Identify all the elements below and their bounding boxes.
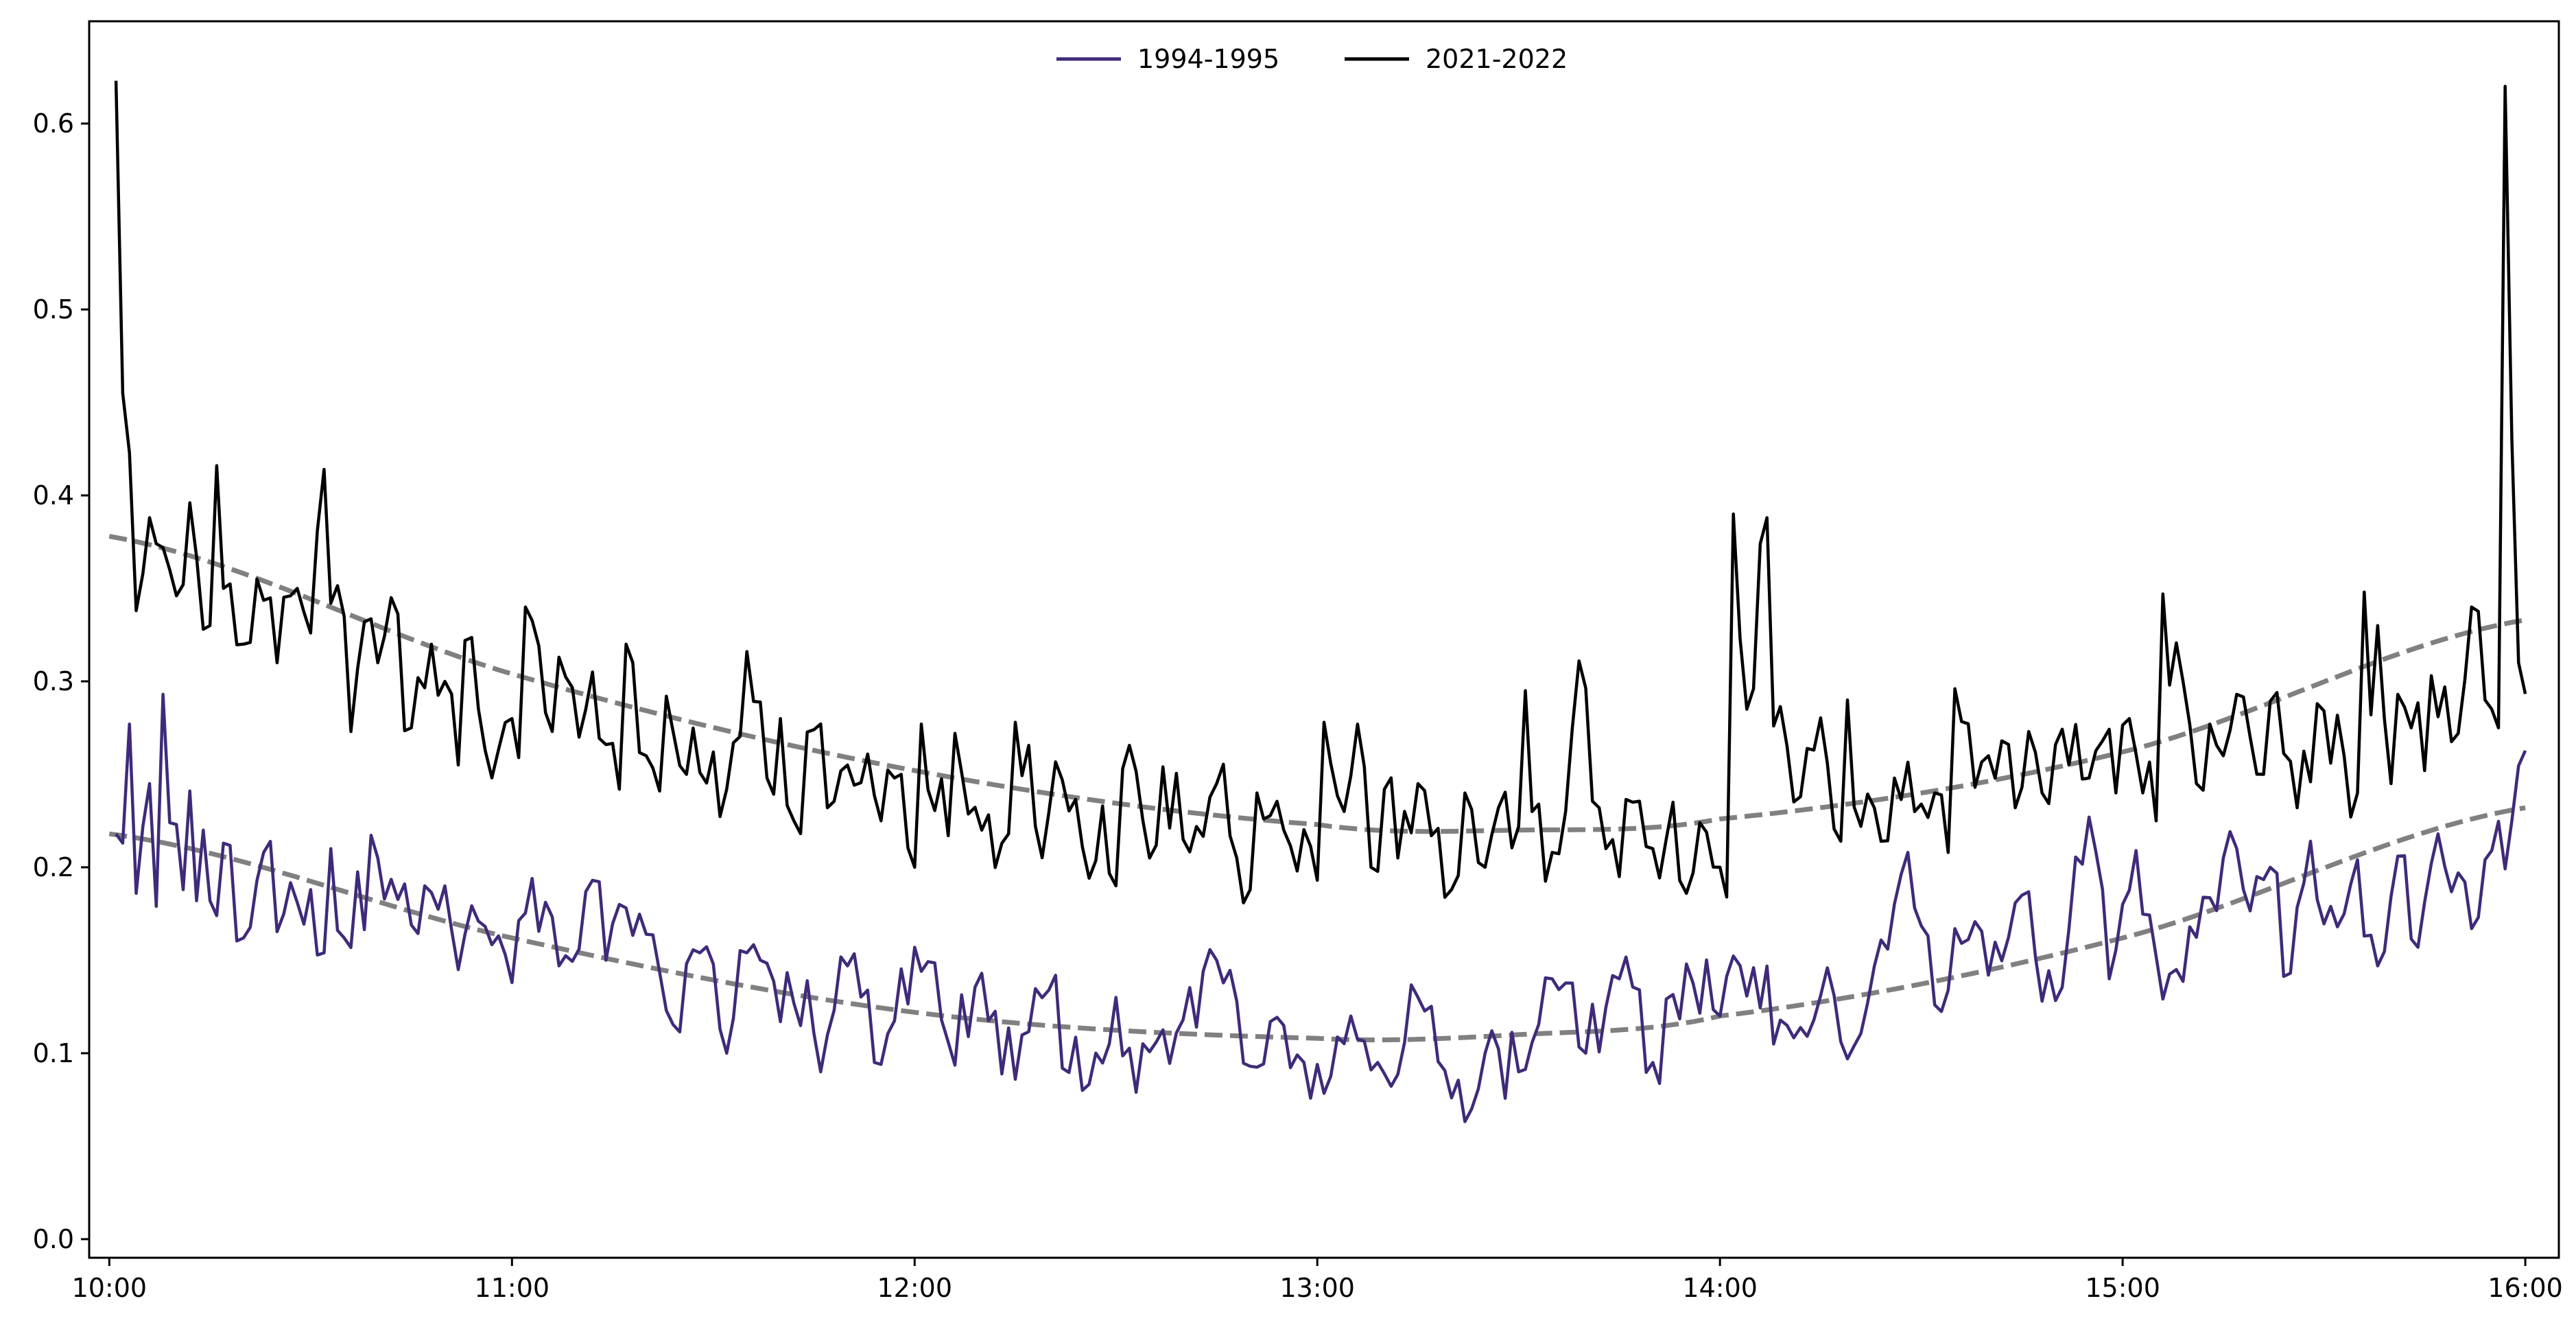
legend: 1994-1995 2021-2022: [1056, 44, 1568, 74]
data-series: [114, 80, 2527, 1123]
y-tick-label: 0.4: [33, 480, 74, 511]
trend-lines: [108, 534, 2526, 1042]
legend-label: 2021-2022: [1426, 44, 1568, 74]
y-axis: 0.0 0.1 0.2 0.3 0.4 0.5 0.6: [33, 108, 89, 1254]
y-tick-label: 0.2: [33, 852, 74, 882]
x-tick-label: 15:00: [2085, 1273, 2160, 1303]
x-tick-label: 13:00: [1279, 1273, 1355, 1303]
plot-frame: [88, 20, 2560, 1259]
y-tick-label: 0.3: [33, 666, 74, 696]
x-tick-label: 16:00: [2488, 1273, 2563, 1303]
y-tick-label: 0.1: [33, 1038, 74, 1068]
legend-label: 1994-1995: [1137, 44, 1279, 74]
trend-line-1: [108, 805, 2526, 1042]
x-tick-label: 12:00: [877, 1273, 953, 1303]
y-tick-label: 0.0: [33, 1224, 74, 1254]
y-tick-label: 0.6: [33, 108, 74, 139]
series-line-1994-1995: [115, 692, 2527, 1123]
x-tick-label: 14:00: [1682, 1273, 1758, 1303]
series-line-2021-2022: [114, 80, 2527, 905]
x-tick-label: 11:00: [475, 1273, 550, 1303]
y-tick-label: 0.5: [33, 294, 74, 325]
x-tick-label: 10:00: [72, 1273, 147, 1303]
trend-line-2: [108, 534, 2526, 834]
x-axis: 10:00 11:00 12:00 13:00 14:00 15:00 16:00: [72, 1258, 2563, 1303]
